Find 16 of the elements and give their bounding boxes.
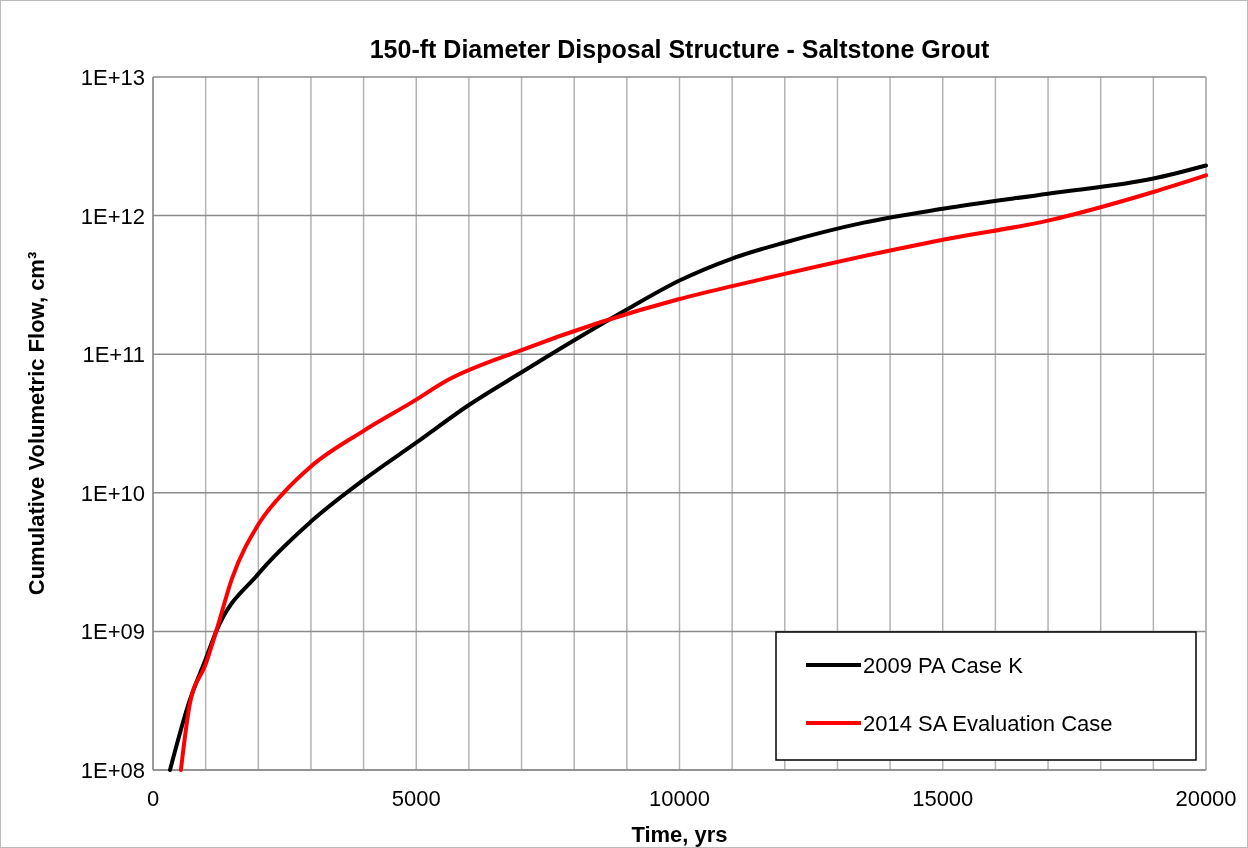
y-tick-label: 1E+11 <box>82 342 145 368</box>
x-tick-label: 5000 <box>391 786 441 811</box>
x-tick-label: 10000 <box>648 786 711 811</box>
y-tick-label: 1E+13 <box>80 65 145 90</box>
x-tick-label: 20000 <box>1175 786 1237 811</box>
y-tick-label: 1E+10 <box>80 480 145 506</box>
x-tick-label: 0 <box>146 786 160 811</box>
legend-label: 2014 SA Evaluation Case <box>863 711 1113 736</box>
x-axis-title: Time, yrs <box>631 822 728 847</box>
chart-title: 150-ft Diameter Disposal Structure - Saltstone Grout <box>369 35 990 63</box>
y-axis-title: Cumulative Volumetric Flow, cm³ <box>24 251 49 596</box>
legend-label: 2009 PA Case K <box>863 653 1024 678</box>
x-tick-label: 15000 <box>912 786 974 811</box>
y-tick-label: 1E+08 <box>80 758 145 783</box>
y-tick-label: 1E+12 <box>80 203 145 229</box>
y-tick-label: 1E+09 <box>80 619 145 645</box>
